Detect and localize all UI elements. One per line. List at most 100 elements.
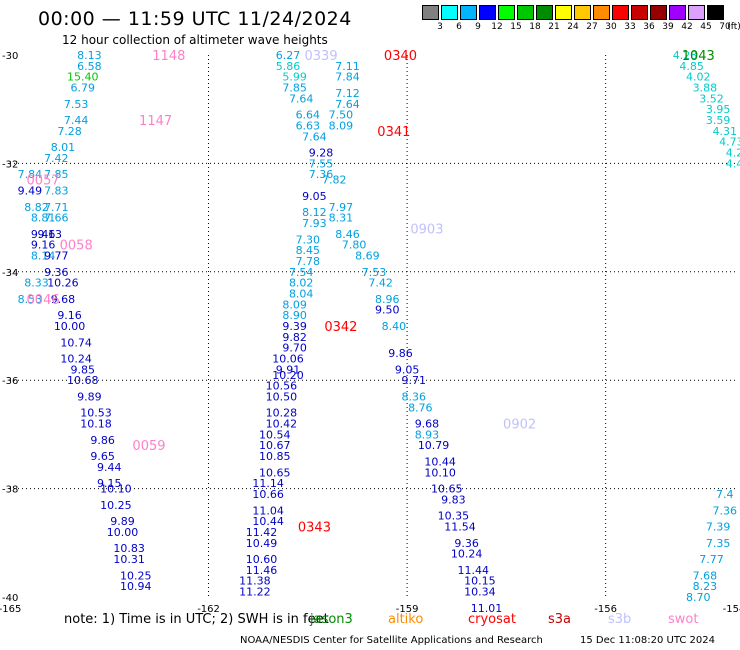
wave-height-label: 7.83 — [44, 185, 69, 198]
wave-height-label: 7.68 — [693, 569, 718, 582]
wave-height-label: 9.91 — [276, 363, 301, 376]
note-text: note: 1) Time is in UTC; 2) SWH is in fe… — [64, 612, 329, 627]
wave-height-label: 9.36 — [454, 537, 479, 550]
wave-height-label: 10.24 — [451, 548, 483, 561]
wave-height-label: 5.99 — [282, 71, 307, 84]
legend-label-70: 70 — [719, 22, 731, 32]
wave-height-label: 7.11 — [335, 60, 360, 73]
wave-height-label: 8.76 — [408, 401, 433, 414]
wave-height-label: 8.93 — [415, 428, 440, 441]
wave-height-label: 9.83 — [441, 493, 466, 506]
legend-swatch-6 — [441, 5, 458, 20]
legend-label-24: 24 — [567, 22, 579, 32]
y-tick-label: -40 — [2, 593, 18, 604]
wave-height-label: 3.95 — [706, 103, 731, 116]
wave-height-label: 4.28 — [726, 147, 740, 160]
wave-height-label: 9.68 — [415, 418, 440, 431]
wave-height-label: 9.49 — [18, 185, 43, 198]
wave-height-label: 9.68 — [51, 293, 76, 306]
wave-height-label: 10.65 — [259, 466, 291, 479]
wave-height-label: 10.10 — [424, 466, 456, 479]
legend-swatch-42 — [669, 5, 686, 20]
legend-swatch-15 — [498, 5, 515, 20]
wave-height-label: 8.90 — [282, 309, 307, 322]
y-tick-label: -30 — [2, 51, 18, 62]
wave-height-label: 4.31 — [713, 125, 738, 138]
wave-height-label: 11.42 — [246, 526, 278, 539]
wave-height-label: 10.25 — [120, 569, 152, 582]
y-tick-label: -36 — [2, 376, 18, 387]
wave-height-label: 7.85 — [282, 82, 307, 95]
wave-height-label: 7.28 — [57, 125, 82, 138]
legend-unit: (ft) — [727, 22, 740, 32]
wave-height-label: 8.36 — [401, 390, 426, 403]
wave-height-label: 7.54 — [289, 266, 314, 279]
wave-height-label: 3.52 — [699, 92, 724, 105]
satellite-altiko: altiko — [388, 612, 424, 627]
wave-height-label: 11.22 — [239, 586, 271, 599]
wave-height-label: 6.64 — [296, 109, 321, 122]
legend-swatch-27 — [574, 5, 591, 20]
legend-label-9: 9 — [475, 22, 481, 32]
wave-height-label: 7.36 — [309, 168, 334, 181]
wave-height-label: 3.88 — [693, 82, 718, 95]
wave-height-label: 10.15 — [464, 575, 496, 588]
wave-height-label: 10.85 — [259, 450, 291, 463]
wave-height-label: 9.82 — [282, 331, 307, 344]
wave-height-label: 9.15 — [97, 477, 122, 490]
wave-height-label: 7.55 — [309, 157, 334, 170]
pass-time-label: 0046 — [27, 293, 60, 308]
wave-height-label: 4.85 — [679, 60, 704, 73]
wave-height-label: 8.81 — [31, 212, 56, 225]
wave-height-label: 10.56 — [266, 380, 298, 393]
wave-height-label: 7.64 — [289, 92, 314, 105]
wave-height-label: 7.97 — [329, 201, 354, 214]
wave-height-label: 9.39 — [282, 320, 307, 333]
wave-height-label: 8.14 — [31, 250, 56, 263]
wave-height-label: 6.58 — [77, 60, 102, 73]
pass-time-label: 0343 — [298, 521, 331, 536]
wave-height-label: 10.42 — [266, 418, 298, 431]
wave-height-label: 8.01 — [51, 141, 76, 154]
wave-height-label: 11.01 — [471, 602, 503, 615]
pass-time-label: 0339 — [305, 49, 338, 64]
wave-height-label: 8.04 — [289, 287, 314, 300]
wave-height-label: 7.36 — [713, 504, 738, 517]
wave-height-label: 10.79 — [418, 439, 450, 452]
pass-time-label: 0058 — [60, 239, 93, 254]
wave-height-label: 8.53 — [18, 293, 43, 306]
wave-height-label: 8.02 — [289, 277, 314, 290]
wave-height-label: 8.40 — [382, 320, 407, 333]
legend-swatch-36 — [631, 5, 648, 20]
x-tick-label: -156 — [594, 604, 617, 615]
x-tick-label: -154 — [723, 604, 740, 615]
legend-swatch-33 — [612, 5, 629, 20]
wave-height-label: 7.77 — [699, 553, 724, 566]
legend-swatch-12 — [479, 5, 496, 20]
wave-height-label: 10.54 — [259, 428, 291, 441]
wave-height-label: 7.44 — [64, 114, 89, 127]
wave-height-label: 8.96 — [375, 293, 400, 306]
wave-height-label: 10.31 — [113, 553, 145, 566]
wave-height-label: 7.84 — [18, 168, 43, 181]
wave-height-label: 10.26 — [47, 277, 79, 290]
wave-height-label: 7.53 — [64, 98, 89, 111]
wave-height-label: 7.30 — [296, 233, 321, 246]
legend-label-21: 21 — [548, 22, 560, 32]
wave-height-label: 9.86 — [388, 347, 413, 360]
wave-height-label: 10.24 — [60, 353, 92, 366]
pass-time-label: 0059 — [132, 439, 165, 454]
wave-height-label: 10.68 — [67, 374, 99, 387]
legend-swatch-21 — [536, 5, 553, 20]
wave-height-label: 9.86 — [90, 434, 115, 447]
wave-height-label: 8.13 — [77, 49, 102, 62]
wave-height-label: 10.10 — [100, 483, 132, 496]
legend-label-12: 12 — [491, 22, 503, 32]
pass-time-label: 0340 — [384, 49, 417, 64]
y-tick-label: -38 — [2, 485, 18, 496]
chart-title: 00:00 — 11:59 UTC 11/24/2024 — [38, 8, 352, 30]
timestamp-text: 15 Dec 11:08:20 UTC 2024 — [580, 635, 715, 646]
pass-time-label: 0903 — [410, 222, 443, 237]
wave-height-label: 4.28 — [673, 49, 698, 62]
wave-height-label: 7.4 — [716, 488, 734, 501]
